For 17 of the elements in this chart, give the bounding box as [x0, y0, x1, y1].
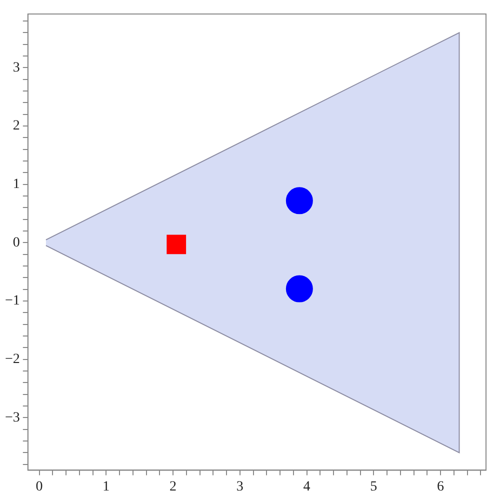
- x-tick-label: 4: [303, 479, 310, 494]
- y-tick-label: 1: [12, 177, 20, 192]
- x-tick-label: 1: [102, 479, 110, 494]
- x-tick-label: 0: [36, 479, 43, 494]
- point: [286, 187, 313, 214]
- point: [166, 234, 186, 254]
- x-tick-label: 3: [236, 479, 244, 494]
- x-tick-label: 5: [370, 479, 378, 494]
- x-tick-label: 2: [170, 479, 177, 494]
- y-tick-label: 2: [12, 118, 20, 134]
- y-tick-label: −3: [4, 410, 20, 426]
- y-tick-label: 3: [12, 60, 20, 76]
- y-tick-label: −2: [4, 352, 20, 368]
- y-tick-label: −1: [4, 294, 20, 309]
- x-tick-label: 6: [437, 479, 444, 494]
- y-tick-label: 0: [12, 235, 20, 250]
- point: [286, 275, 313, 302]
